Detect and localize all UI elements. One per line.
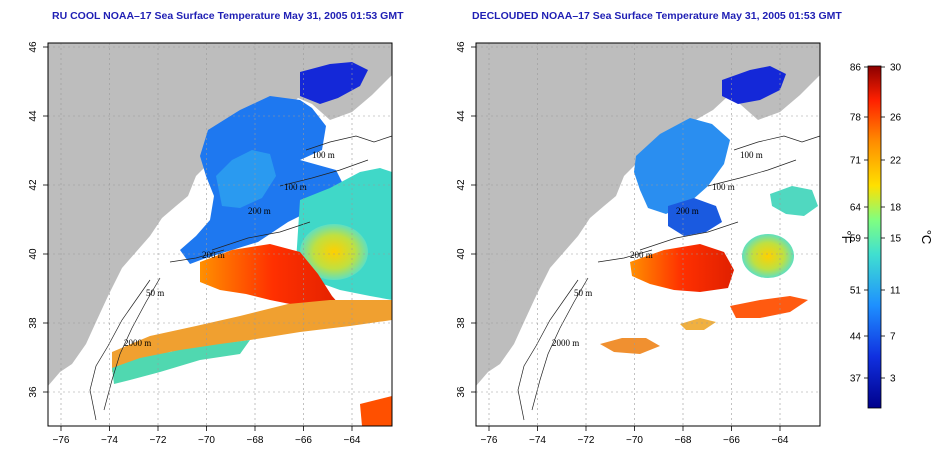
y-tick-label: 38 bbox=[456, 317, 467, 329]
x-tick-label: −64 bbox=[772, 435, 789, 446]
celsius-tick-label: 30 bbox=[890, 63, 902, 74]
right-map-title: DECLOUDED NOAA–17 Sea Surface Temperatur… bbox=[472, 10, 842, 22]
y-tick-label: 44 bbox=[28, 110, 39, 122]
land-island bbox=[52, 256, 110, 272]
celsius-tick-label: 18 bbox=[890, 203, 902, 214]
fahrenheit-tick-label: 71 bbox=[850, 156, 862, 167]
warm-band bbox=[630, 244, 734, 292]
x-tick-label: −72 bbox=[150, 435, 167, 446]
x-tick-label: −68 bbox=[247, 435, 264, 446]
warm-specks-2 bbox=[680, 318, 716, 330]
y-tick-label: 36 bbox=[28, 386, 39, 398]
isobath-label: 100 m bbox=[284, 182, 307, 192]
x-tick-label: −70 bbox=[198, 435, 215, 446]
x-tick-label: −64 bbox=[344, 435, 361, 446]
land-island bbox=[480, 256, 538, 272]
celsius-tick-label: 7 bbox=[890, 332, 896, 343]
isobath-label: 2000 m bbox=[552, 338, 579, 348]
celsius-tick-label: 22 bbox=[890, 156, 902, 167]
cool-water bbox=[634, 118, 730, 214]
celsius-tick-label: 26 bbox=[890, 113, 902, 124]
y-axis-ticks: 36 38 40 42 44 46 bbox=[28, 41, 48, 398]
warm-band bbox=[200, 244, 346, 318]
isobath-contours bbox=[89, 135, 393, 421]
x-tick-label: −66 bbox=[723, 435, 740, 446]
fahrenheit-tick-label: 37 bbox=[850, 374, 862, 385]
celsius-tick-label: 3 bbox=[890, 374, 896, 385]
mild-water bbox=[770, 186, 818, 216]
warm-patch bbox=[730, 296, 808, 318]
fahrenheit-label: °F bbox=[839, 230, 854, 243]
isobath-label: 200 m bbox=[630, 250, 653, 260]
y-tick-label: 44 bbox=[456, 110, 467, 122]
left-sst-map: 100 m 100 m 200 m 200 m 50 m 2000 m −76−… bbox=[28, 41, 393, 446]
celsius-ticks: 30 26 22 18 15 11 7 3 bbox=[881, 63, 902, 385]
celsius-tick-label: 15 bbox=[890, 234, 902, 245]
colorbar-gradient bbox=[867, 65, 882, 409]
fahrenheit-ticks: 86 78 71 64 59 51 44 37 bbox=[850, 63, 868, 385]
x-tick-label: −74 bbox=[529, 435, 546, 446]
x-axis-ticks: −76 −74 −72 −70 −68 −66 −64 bbox=[53, 426, 361, 446]
isobath-label: 200 m bbox=[248, 206, 271, 216]
y-tick-label: 46 bbox=[456, 41, 467, 53]
x-axis-ticks: −76 −74 −72 −70 −68 −66 −64 bbox=[481, 426, 789, 446]
cool-water-2 bbox=[668, 198, 722, 236]
map-border bbox=[475, 42, 821, 427]
warm-eddy bbox=[742, 234, 794, 278]
isobath-label: 50 m bbox=[574, 288, 592, 298]
y-tick-label: 46 bbox=[28, 41, 39, 53]
y-axis-ticks: 36 38 40 42 44 46 bbox=[456, 41, 476, 398]
fahrenheit-tick-label: 86 bbox=[850, 63, 862, 74]
y-tick-label: 38 bbox=[28, 317, 39, 329]
isobath-label: 200 m bbox=[202, 250, 225, 260]
fahrenheit-tick-label: 64 bbox=[850, 203, 862, 214]
x-tick-label: −74 bbox=[101, 435, 118, 446]
right-sst-map: 100 m 100 m 200 m 200 m 50 m 2000 m −76−… bbox=[456, 41, 821, 446]
x-tick-label: −70 bbox=[626, 435, 643, 446]
y-tick-label: 40 bbox=[28, 248, 39, 260]
celsius-label: °C bbox=[919, 230, 934, 245]
x-tick-label: −68 bbox=[675, 435, 692, 446]
fahrenheit-tick-label: 44 bbox=[850, 332, 862, 343]
cold-water bbox=[722, 66, 786, 104]
land-mass bbox=[48, 43, 392, 386]
x-tick-label: −66 bbox=[295, 435, 312, 446]
celsius-tick-label: 11 bbox=[890, 286, 901, 297]
temperature-colorbar: 86 78 71 64 59 51 44 37 30 26 22 18 15 11 7 3 °F °C bbox=[839, 63, 934, 409]
grid-lines bbox=[476, 43, 820, 426]
y-tick-label: 36 bbox=[456, 386, 467, 398]
warm-specks bbox=[600, 338, 660, 354]
isobath-label: 2000 m bbox=[124, 338, 151, 348]
hot-corner bbox=[360, 396, 392, 426]
y-tick-label: 42 bbox=[456, 179, 467, 191]
isobath-label: 200 m bbox=[676, 206, 699, 216]
grid-lines bbox=[48, 43, 392, 426]
isobath-label: 100 m bbox=[312, 150, 335, 160]
cold-water bbox=[300, 62, 368, 104]
cyan-filament bbox=[112, 340, 250, 384]
cool-water-2 bbox=[216, 150, 276, 208]
y-tick-label: 40 bbox=[456, 248, 467, 260]
fahrenheit-tick-label: 78 bbox=[850, 113, 862, 124]
y-tick-label: 42 bbox=[28, 179, 39, 191]
isobath-label: 100 m bbox=[712, 182, 735, 192]
x-tick-label: −72 bbox=[578, 435, 595, 446]
x-tick-label: −76 bbox=[481, 435, 498, 446]
warm-filament bbox=[112, 300, 392, 372]
land-mass bbox=[476, 43, 820, 386]
isobath-label: 100 m bbox=[740, 150, 763, 160]
x-tick-label: −76 bbox=[53, 435, 70, 446]
map-border bbox=[47, 42, 393, 427]
left-map-title: RU COOL NOAA–17 Sea Surface Temperature … bbox=[52, 10, 404, 22]
fahrenheit-tick-label: 51 bbox=[850, 286, 862, 297]
warm-eddy bbox=[300, 224, 368, 280]
isobath-contours bbox=[517, 135, 821, 421]
fahrenheit-tick-label: 59 bbox=[850, 234, 862, 245]
isobath-label: 50 m bbox=[146, 288, 164, 298]
